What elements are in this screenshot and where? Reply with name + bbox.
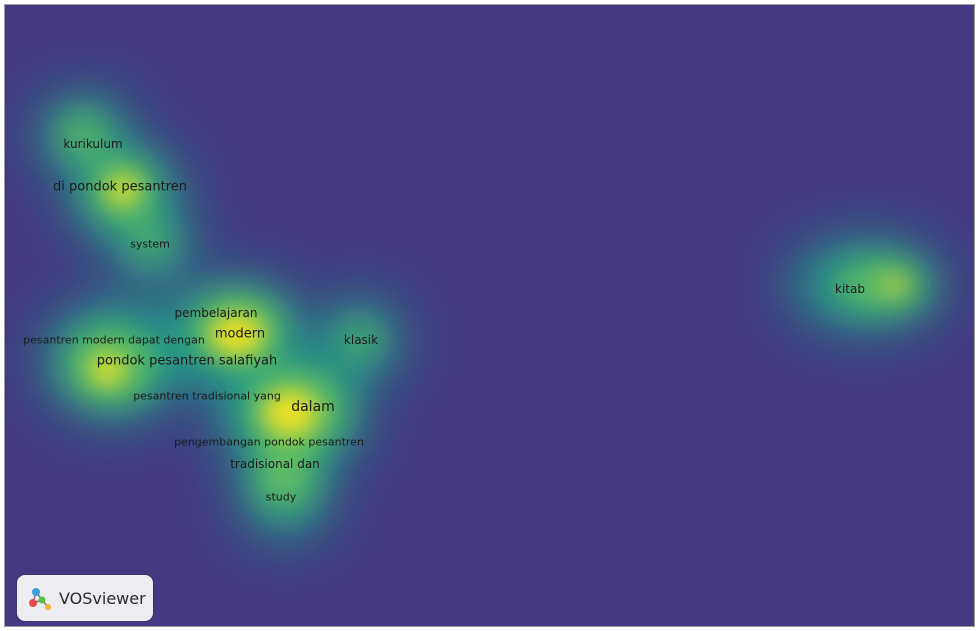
term-kitab[interactable]: kitab <box>835 282 865 296</box>
vosviewer-logo-text: VOSviewer <box>59 588 146 608</box>
density-heatmap <box>40 95 940 540</box>
term-pondok-pesantren-salafiyah[interactable]: pondok pesantren salafiyah <box>96 353 278 369</box>
term-kurikulum[interactable]: kurikulum <box>63 137 123 151</box>
term-klasik[interactable]: klasik <box>343 333 379 347</box>
vosviewer-logo-badge[interactable]: VOSviewer <box>17 575 153 621</box>
term-pembelajaran[interactable]: pembelajaran <box>174 306 258 320</box>
term-pesantren-modern-dapat-dengan[interactable]: pesantren modern dapat dengan <box>23 333 205 347</box>
term-system[interactable]: system <box>130 237 170 251</box>
density-visualization[interactable]: kurikulum di pondok pesantren system pem… <box>4 4 975 627</box>
term-di-pondok-pesantren[interactable]: di pondok pesantren <box>53 179 187 195</box>
term-tradisional-dan[interactable]: tradisional dan <box>230 457 320 471</box>
term-study[interactable]: study <box>265 490 297 504</box>
term-pesantren-tradisional-yang[interactable]: pesantren tradisional yang <box>133 389 281 403</box>
term-pengembangan-pondok-pesantren[interactable]: pengembangan pondok pesantren <box>174 435 364 449</box>
term-dalam[interactable]: dalam <box>291 399 335 415</box>
vosviewer-logo-icon <box>29 588 51 610</box>
term-modern[interactable]: modern <box>214 326 266 342</box>
